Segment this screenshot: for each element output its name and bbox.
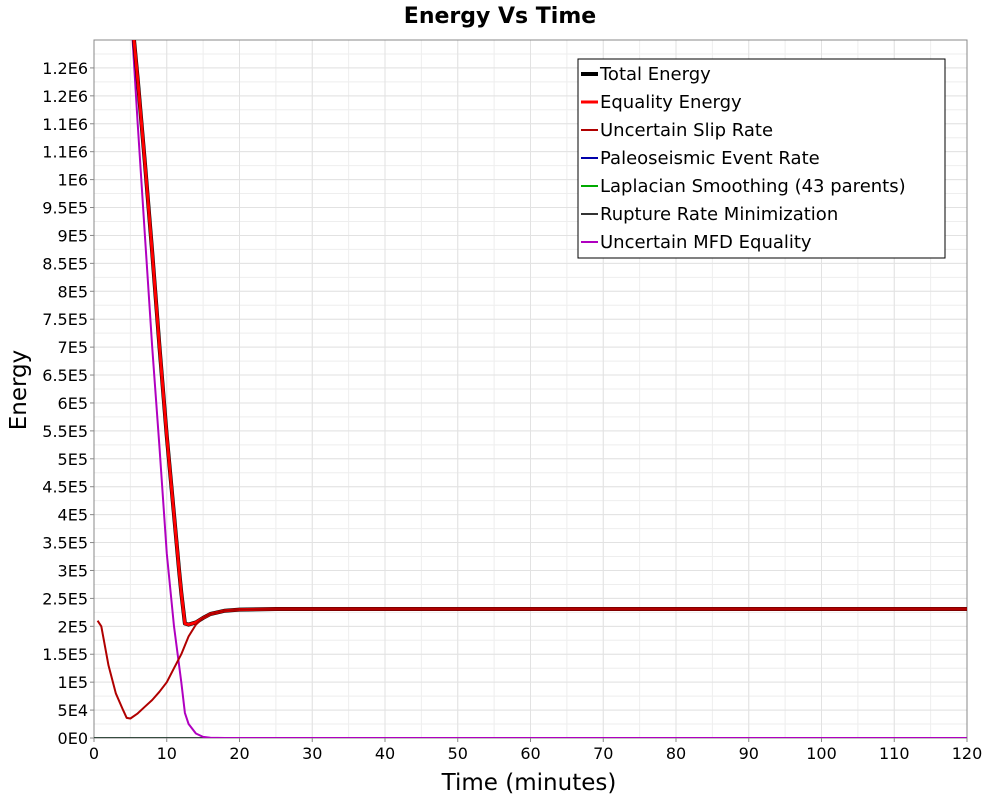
legend-label: Laplacian Smoothing (43 parents)	[600, 176, 906, 197]
x-axis-title: Time (minutes)	[441, 770, 617, 796]
x-tick-label: 110	[879, 744, 910, 763]
y-tick-label: 1.1E6	[42, 115, 88, 134]
y-tick-label: 6E5	[58, 394, 88, 413]
y-tick-label: 6.5E5	[42, 366, 88, 385]
legend-label: Total Energy	[599, 64, 711, 85]
y-axis-ticks: 0E0 5E4 1E5 1.5E5 2E5 2.5E5 3E5 3.5E5 4E5 4.5E5 5E…	[42, 59, 94, 748]
y-tick-label: 5E5	[58, 450, 88, 469]
y-tick-label: 9.5E5	[42, 199, 88, 218]
y-tick-label: 4E5	[58, 506, 88, 525]
y-tick-label: 5.5E5	[42, 422, 88, 441]
y-tick-label: 1E5	[58, 673, 88, 692]
y-tick-label: 2.5E5	[42, 589, 88, 608]
chart-title: Energy Vs Time	[404, 4, 596, 29]
legend-label: Equality Energy	[600, 92, 742, 113]
x-tick-label: 90	[739, 744, 759, 763]
legend-label: Paleoseismic Event Rate	[600, 148, 820, 169]
x-tick-label: 40	[375, 744, 395, 763]
x-tick-label: 10	[157, 744, 177, 763]
y-tick-label: 1.2E6	[42, 87, 88, 106]
y-axis-title: Energy	[6, 350, 32, 431]
y-tick-label: 3E5	[58, 561, 88, 580]
x-tick-label: 120	[952, 744, 983, 763]
y-tick-label: 7E5	[58, 338, 88, 357]
legend-label: Uncertain Slip Rate	[600, 120, 773, 141]
legend-box	[577, 58, 946, 259]
y-tick-label: 7.5E5	[42, 310, 88, 329]
y-tick-label: 1.5E5	[42, 645, 88, 664]
series-layer	[94, 40, 967, 738]
y-tick-label: 8.5E5	[42, 254, 88, 273]
x-axis-ticks: 0 10 20 30 40 50 60 70 80 90 100 110 120	[89, 738, 982, 763]
y-tick-label: 1E6	[58, 171, 88, 190]
legend: Total Energy Equality Energy Uncertain Sli…	[577, 58, 946, 259]
x-tick-label: 0	[89, 744, 99, 763]
y-tick-label: 9E5	[58, 226, 88, 245]
legend-label: Rupture Rate Minimization	[600, 204, 838, 225]
x-tick-label: 80	[666, 744, 686, 763]
y-tick-label: 3.5E5	[42, 534, 88, 553]
y-tick-label: 8E5	[58, 282, 88, 301]
y-tick-label: 2E5	[58, 617, 88, 636]
series-line-uncertain-mfd-equality	[131, 40, 967, 738]
gridlines	[93, 39, 968, 739]
legend-label: Uncertain MFD Equality	[600, 232, 812, 253]
y-tick-label: 0E0	[58, 729, 88, 748]
x-tick-label: 100	[806, 744, 837, 763]
x-tick-label: 70	[593, 744, 613, 763]
y-tick-label: 4.5E5	[42, 478, 88, 497]
x-tick-label: 50	[448, 744, 468, 763]
y-tick-label: 1.2E6	[42, 59, 88, 78]
x-tick-label: 60	[520, 744, 540, 763]
x-tick-label: 20	[229, 744, 249, 763]
y-tick-label: 1.1E6	[42, 143, 88, 162]
x-tick-label: 30	[302, 744, 322, 763]
y-tick-label: 5E4	[58, 701, 88, 720]
series-line-uncertain-slip-rate	[96, 608, 967, 720]
